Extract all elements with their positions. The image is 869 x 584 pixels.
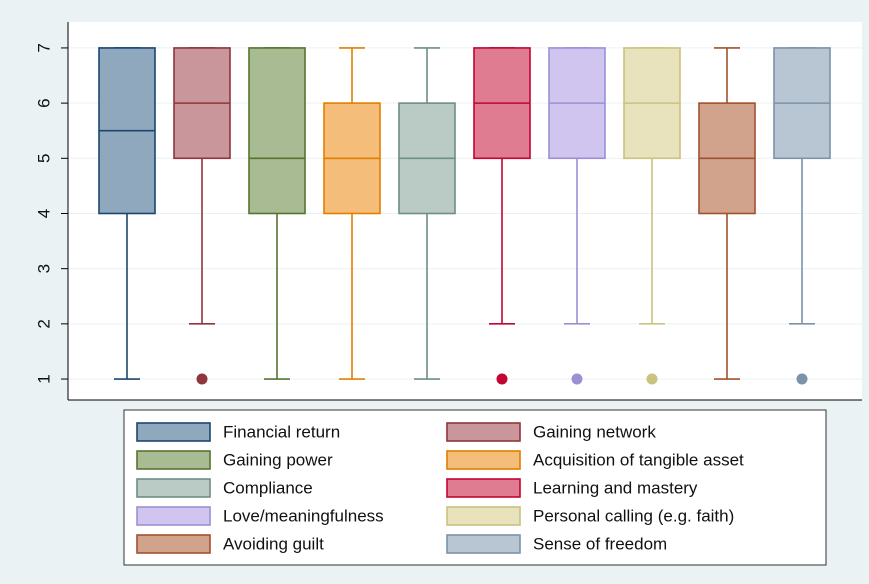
- outlier: [646, 373, 658, 385]
- y-tick-label: 2: [34, 319, 53, 328]
- legend-label: Learning and mastery: [533, 478, 698, 497]
- legend-label: Gaining network: [533, 422, 656, 441]
- outlier: [796, 373, 808, 385]
- y-tick-label: 1: [34, 374, 53, 383]
- y-tick-label: 3: [34, 264, 53, 273]
- legend-key: [136, 506, 211, 526]
- legend-key: [136, 422, 211, 442]
- legend-key: [446, 506, 521, 526]
- legend-key: [446, 422, 521, 442]
- outlier: [496, 373, 508, 385]
- legend-key: [446, 534, 521, 554]
- legend-key: [136, 450, 211, 470]
- legend-label: Financial return: [223, 422, 340, 441]
- legend-label: Gaining power: [223, 450, 333, 469]
- y-tick-label: 6: [34, 98, 53, 107]
- outlier: [196, 373, 208, 385]
- legend-label: Personal calling (e.g. faith): [533, 506, 734, 525]
- legend-key: [136, 478, 211, 498]
- legend-label: Acquisition of tangible asset: [533, 450, 744, 469]
- legend-key: [446, 450, 521, 470]
- outlier: [571, 373, 583, 385]
- legend-label: Avoiding guilt: [223, 534, 324, 553]
- legend-label: Sense of freedom: [533, 534, 667, 553]
- y-tick-label: 5: [34, 154, 53, 163]
- legend-label: Compliance: [223, 478, 313, 497]
- legend-key: [136, 534, 211, 554]
- y-tick-label: 4: [34, 209, 53, 218]
- box: [248, 47, 306, 215]
- legend-label: Love/meaningfulness: [223, 506, 384, 525]
- y-tick-label: 7: [34, 43, 53, 52]
- legend-key: [446, 478, 521, 498]
